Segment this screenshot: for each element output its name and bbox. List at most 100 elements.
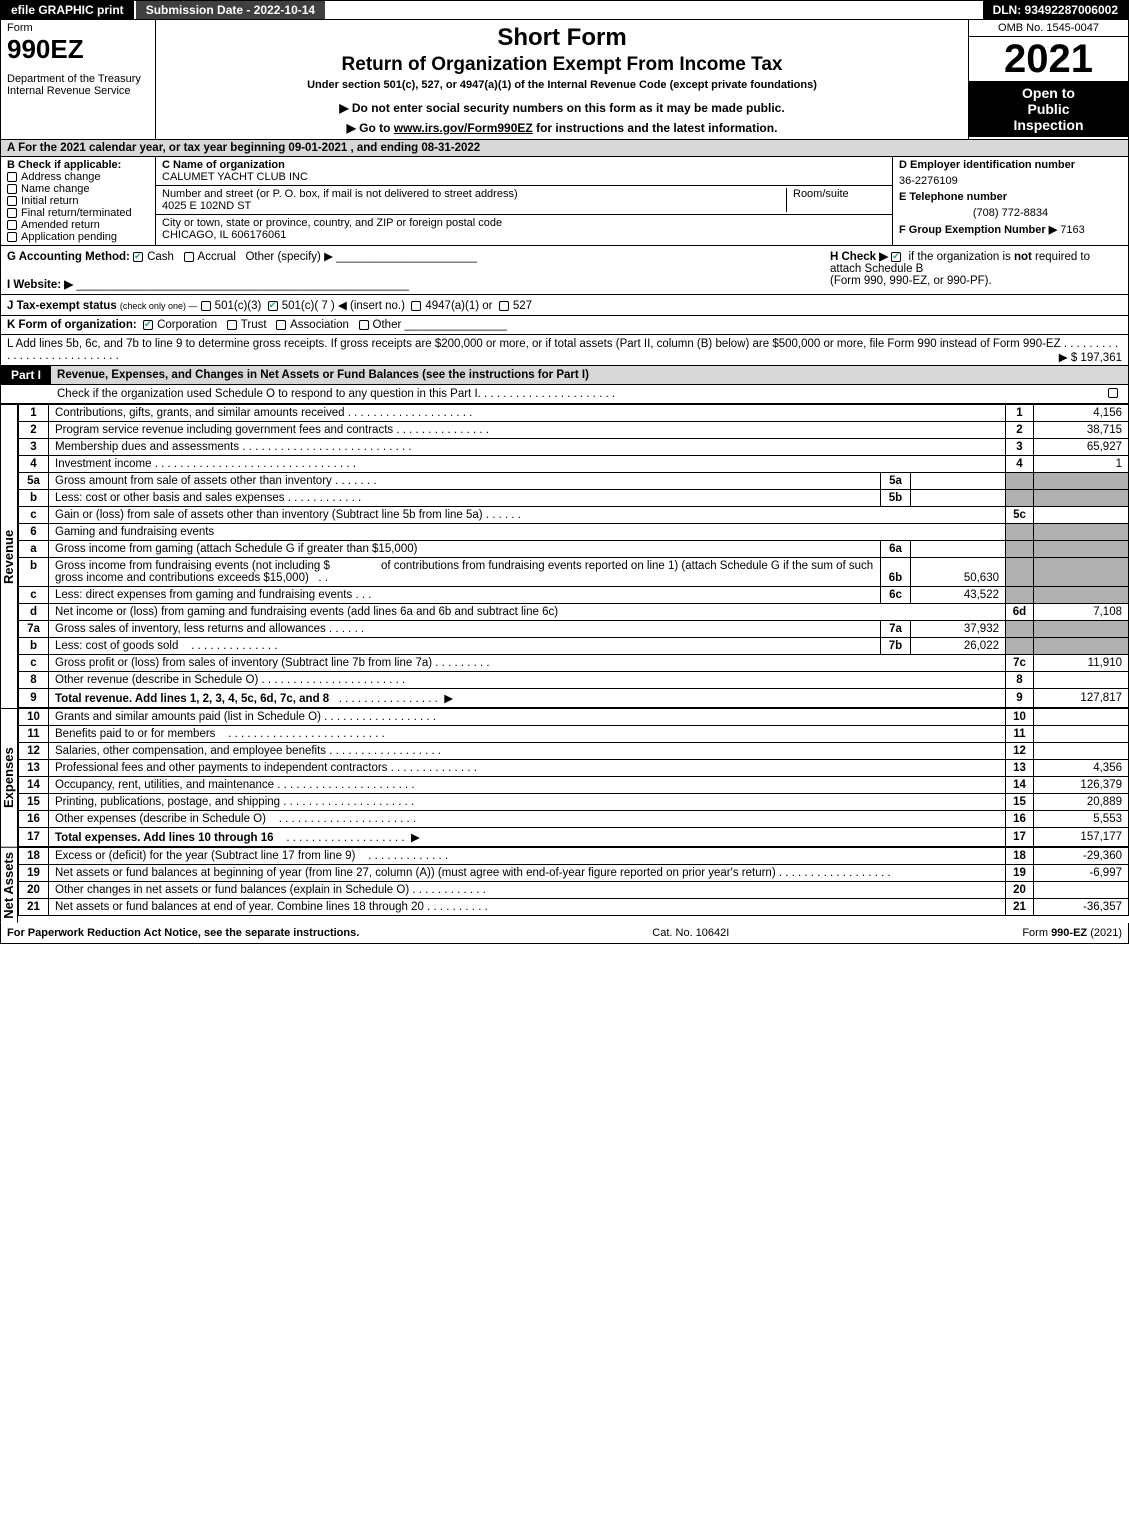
line-7b: bLess: cost of goods sold . . . . . . . … [19, 638, 1129, 655]
form-number: 990EZ [7, 34, 149, 65]
h-block: H Check ▶ if the organization is not req… [822, 249, 1122, 291]
org-name: CALUMET YACHT CLUB INC [162, 171, 308, 183]
chk-4947[interactable] [411, 301, 421, 311]
c-city: City or town, state or province, country… [156, 215, 892, 243]
top-bar: efile GRAPHIC print Submission Date - 20… [0, 0, 1129, 20]
chk-h[interactable] [891, 252, 901, 262]
line-5a: 5aGross amount from sale of assets other… [19, 473, 1129, 490]
org-addr: 4025 E 102ND ST [162, 200, 251, 212]
line-18: 18Excess or (deficit) for the year (Subt… [19, 848, 1129, 865]
room-suite: Room/suite [786, 188, 886, 212]
line-3: 3Membership dues and assessments . . . .… [19, 439, 1129, 456]
line-9: 9Total revenue. Add lines 1, 2, 3, 4, 5c… [19, 689, 1129, 708]
b-item-3: Final return/terminated [21, 207, 132, 219]
net-assets-section: Net Assets 18Excess or (deficit) for the… [0, 847, 1129, 923]
revenue-side-label: Revenue [0, 404, 18, 708]
line-7a: 7aGross sales of inventory, less returns… [19, 621, 1129, 638]
form-warning: ▶ Do not enter social security numbers o… [162, 101, 962, 115]
tel: (708) 772-8834 [899, 207, 1122, 219]
c-name-lbl: C Name of organization [162, 159, 285, 171]
line-17: 17Total expenses. Add lines 10 through 1… [19, 828, 1129, 847]
chk-application-pending[interactable]: Application pending [7, 231, 149, 243]
irs-link[interactable]: www.irs.gov/Form990EZ [394, 121, 533, 135]
dept-line-2: Internal Revenue Service [7, 85, 149, 97]
chk-corp[interactable] [143, 320, 153, 330]
chk-501c3[interactable] [201, 301, 211, 311]
g-lbl: G Accounting Method: [7, 251, 130, 263]
footer-left: For Paperwork Reduction Act Notice, see … [7, 927, 359, 939]
b-item-1: Name change [21, 183, 90, 195]
g-cash: Cash [147, 251, 174, 263]
row-j: J Tax-exempt status (check only one) — 5… [0, 295, 1129, 316]
line-21: 21Net assets or fund balances at end of … [19, 899, 1129, 916]
chk-accrual[interactable] [184, 252, 194, 262]
dln: DLN: 93492287006002 [983, 1, 1128, 19]
open-3: Inspection [975, 117, 1122, 133]
line-2: 2Program service revenue including gover… [19, 422, 1129, 439]
g-accrual: Accrual [198, 251, 236, 263]
line-12: 12Salaries, other compensation, and empl… [19, 743, 1129, 760]
p1-check-text: Check if the organization used Schedule … [7, 388, 478, 400]
form-header: Form 990EZ Department of the Treasury In… [0, 20, 1129, 140]
footer-right: Form 990-EZ (2021) [1022, 927, 1122, 939]
chk-name-change[interactable]: Name change [7, 183, 149, 195]
g-other: Other (specify) ▶ [245, 251, 332, 263]
form-label: Form [7, 22, 149, 34]
c-addr: Number and street (or P. O. box, if mail… [156, 186, 892, 215]
chk-schedule-o[interactable] [1108, 388, 1118, 398]
org-city: CHICAGO, IL 606176061 [162, 229, 286, 241]
l-amount: ▶ $ 197,361 [1059, 350, 1122, 364]
k-lbl: K Form of organization: [7, 319, 137, 331]
form-title: Short Form [162, 24, 962, 52]
h-not: not [1014, 251, 1032, 263]
g-block: G Accounting Method: Cash Accrual Other … [7, 249, 822, 291]
chk-501c[interactable] [268, 301, 278, 311]
line-6d: dNet income or (loss) from gaming and fu… [19, 604, 1129, 621]
j-o4: 527 [513, 300, 532, 312]
b-head: B Check if applicable: [7, 159, 149, 171]
k-o2: Trust [241, 319, 267, 331]
line-14: 14Occupancy, rent, utilities, and mainte… [19, 777, 1129, 794]
h-txt1: if the organization is [908, 251, 1013, 263]
footer-mid: Cat. No. 10642I [359, 927, 1022, 939]
line-8: 8Other revenue (describe in Schedule O) … [19, 672, 1129, 689]
org-block: B Check if applicable: Address change Na… [0, 157, 1129, 246]
dept-line-1: Department of the Treasury [7, 73, 149, 85]
chk-527[interactable] [499, 301, 509, 311]
chk-final-return[interactable]: Final return/terminated [7, 207, 149, 219]
i-lbl: I Website: ▶ [7, 279, 73, 291]
c-city-lbl: City or town, state or province, country… [162, 217, 502, 229]
j-o3: 4947(a)(1) or [425, 300, 492, 312]
j-lbl: J Tax-exempt status [7, 300, 117, 312]
j-o1: 501(c)(3) [215, 300, 262, 312]
k-o1: Corporation [157, 319, 217, 331]
h-lbl: H Check ▶ [830, 251, 888, 263]
revenue-table: 1Contributions, gifts, grants, and simil… [18, 404, 1129, 708]
line-20: 20Other changes in net assets or fund ba… [19, 882, 1129, 899]
h-txt3: (Form 990, 990-EZ, or 990-PF). [830, 275, 992, 287]
chk-amended-return[interactable]: Amended return [7, 219, 149, 231]
chk-trust[interactable] [227, 320, 237, 330]
c-name: C Name of organization CALUMET YACHT CLU… [156, 157, 892, 186]
b-item-2: Initial return [21, 195, 78, 207]
chk-address-change[interactable]: Address change [7, 171, 149, 183]
chk-other[interactable] [359, 320, 369, 330]
net-assets-side-label: Net Assets [0, 847, 18, 923]
part-1-header: Part I Revenue, Expenses, and Changes in… [0, 366, 1129, 385]
line-13: 13Professional fees and other payments t… [19, 760, 1129, 777]
efile-print-button[interactable]: efile GRAPHIC print [1, 1, 136, 19]
line-6a: aGross income from gaming (attach Schedu… [19, 541, 1129, 558]
k-o4: Other [373, 319, 402, 331]
line-5b: bLess: cost or other basis and sales exp… [19, 490, 1129, 507]
b-item-0: Address change [21, 171, 101, 183]
link-post: for instructions and the latest informat… [536, 121, 777, 135]
chk-cash[interactable] [133, 252, 143, 262]
chk-initial-return[interactable]: Initial return [7, 195, 149, 207]
chk-assoc[interactable] [276, 320, 286, 330]
form-subtitle: Return of Organization Exempt From Incom… [162, 54, 962, 76]
expenses-side-label: Expenses [0, 708, 18, 847]
line-1: 1Contributions, gifts, grants, and simil… [19, 405, 1129, 422]
line-7c: cGross profit or (loss) from sales of in… [19, 655, 1129, 672]
j-sub: (check only one) — [120, 301, 198, 311]
line-6c: cLess: direct expenses from gaming and f… [19, 587, 1129, 604]
